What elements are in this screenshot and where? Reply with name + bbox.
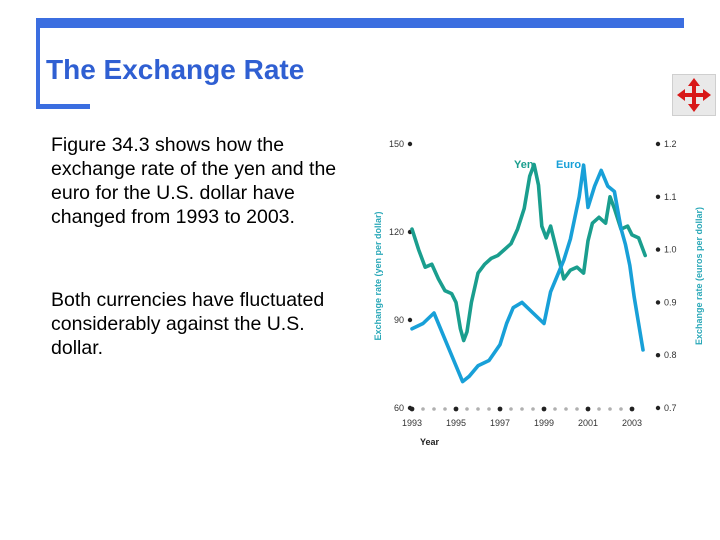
x-axis-tick-label: 1999 [534,418,554,428]
right-axis-tick-label: 1.0 [664,245,677,255]
x-axis-tick-label: 2001 [578,418,598,428]
four-arrows-move-icon [677,78,711,112]
left-accent-bar [36,18,40,106]
right-axis-tick-label: 1.2 [664,139,677,149]
right-axis-tick-dot [655,141,661,147]
x-axis-minor-dot [432,407,436,411]
x-axis-tick-dot [453,406,459,412]
x-axis-minor-dot [443,407,447,411]
right-axis-title: Exchange rate (euros per dollar) [694,207,704,345]
x-axis-tick-label: 1993 [402,418,422,428]
x-axis-tick-dot [629,406,635,412]
series-label-euro: Euro [556,159,581,171]
right-axis-tick-dot [655,300,661,305]
x-axis-minor-dot [509,407,513,411]
left-axis-tick-label: 90 [394,315,404,325]
left-axis-tick-dot [407,317,413,323]
x-axis-tick-label: 2003 [622,418,642,428]
x-axis-minor-dot [597,407,601,411]
move-navigation-button[interactable] [672,74,716,116]
exchange-rate-chart: 60 90 120 150 0.7 0.8 0.9 1.0 1.1 1.2 1993 1995 1997… [366,130,716,455]
x-axis-tick-label: 1995 [446,418,466,428]
x-axis-minor-dot [531,407,535,411]
right-axis-tick-dot [655,247,661,252]
x-axis-minor-dot [553,407,557,411]
top-accent-bar [36,18,684,28]
series-label-yen: Yen [514,159,534,171]
x-axis-minor-dot [465,407,469,411]
slide-title: The Exchange Rate [46,54,305,85]
x-axis-tick-label: 1997 [490,418,510,428]
left-axis-tick-label: 120 [389,227,404,237]
right-axis-tick-label: 0.7 [664,403,677,413]
x-axis-minor-dot [476,407,480,411]
x-axis-minor-dot [564,407,568,411]
series-line-euro [410,163,645,384]
x-axis-tick-dot [497,406,503,412]
left-axis-tick-label: 60 [394,403,404,413]
series-line-yen [410,162,648,343]
right-axis-tick-dot [655,353,661,358]
right-axis-tick-dot [655,194,661,199]
x-axis-tick-dot [541,406,547,412]
x-axis-minor-dot [608,407,612,411]
x-axis-tick-dot [585,406,591,412]
left-axis-tick-label: 150 [389,139,404,149]
x-axis-minor-dot [487,407,491,411]
x-axis-minor-dot [421,407,425,411]
x-axis-tick-dot [409,406,415,412]
right-axis-tick-label: 1.1 [664,192,677,202]
paragraph-figure-description: Figure 34.3 shows how the exchange rate … [51,134,337,228]
right-axis-tick-label: 0.8 [664,350,677,360]
paragraph-fluctuation-note: Both currencies have fluctuated consider… [51,289,325,359]
title-underline-bar [36,104,90,109]
x-axis-title: Year [420,437,440,447]
right-axis-tick-label: 0.9 [664,297,677,307]
chart-svg: 60 90 120 150 0.7 0.8 0.9 1.0 1.1 1.2 1993 1995 1997… [373,139,704,447]
x-axis-minor-dot [619,407,623,411]
left-axis-title: Exchange rate (yen per dollar) [373,211,383,340]
x-axis-minor-dot [575,407,579,411]
left-axis-tick-dot [407,141,413,147]
right-axis-tick-dot [655,405,661,411]
x-axis-minor-dot [520,407,524,411]
